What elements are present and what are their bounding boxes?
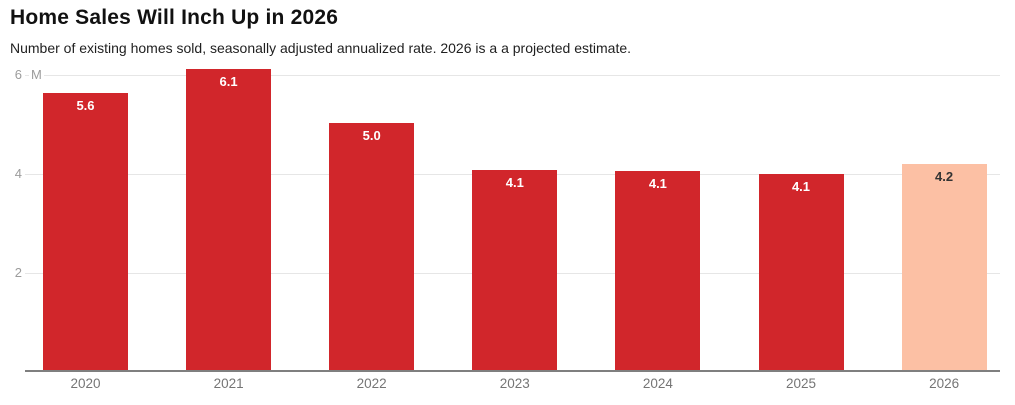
x-axis-tick-2026: 2026 (929, 376, 960, 391)
bar-value-label: 4.1 (791, 178, 811, 194)
chart-title: Home Sales Will Inch Up in 2026 (10, 6, 339, 29)
bar-value-label: 4.1 (648, 176, 667, 192)
bar-2026: 4.2 (901, 164, 987, 372)
y-axis-tick-6: 6 (14, 67, 22, 82)
bar-2024: 4.1 (615, 171, 701, 372)
bar-value-label: 5.0 (362, 128, 381, 143)
bar-2022: 5.0 (329, 123, 415, 372)
x-axis-tick-2024: 2024 (642, 376, 673, 391)
bar-value-label: 5.6 (76, 98, 95, 114)
gridline-6 (25, 75, 1000, 76)
bar-2023: 4.1 (472, 169, 558, 372)
bar-2025: 4.1 (758, 173, 844, 372)
chart-subtitle: Number of existing homes sold, seasonall… (10, 40, 632, 56)
x-axis-tick-2025: 2025 (785, 376, 817, 391)
bar-value-label: 4.1 (505, 174, 524, 190)
y-axis-tick-4: 4 (14, 166, 22, 181)
x-axis-tick-2023: 2023 (499, 376, 530, 391)
bar-2020: 5.6 (43, 93, 128, 372)
x-axis-tick-2022: 2022 (356, 376, 387, 391)
bar-value-label: 4.2 (935, 169, 954, 185)
bar-value-label: 6.1 (219, 74, 238, 90)
x-axis-line (25, 370, 1000, 372)
y-axis-tick-2: 2 (14, 265, 22, 280)
y-axis-unit-label: M (29, 67, 44, 83)
x-axis-tick-2020: 2020 (70, 376, 101, 391)
x-axis-tick-2021: 2021 (213, 376, 244, 391)
bar-2021: 6.1 (186, 69, 272, 372)
